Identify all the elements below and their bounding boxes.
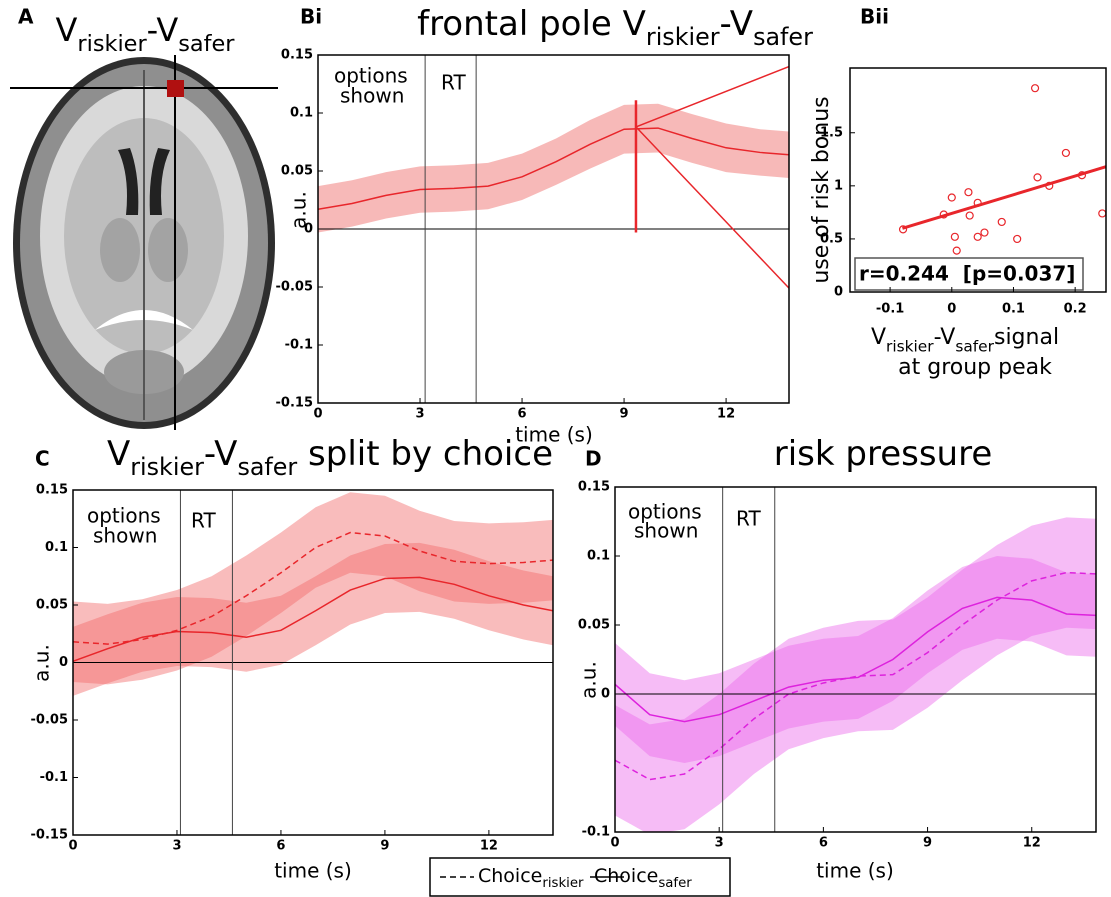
y-tick-label: 1	[834, 178, 843, 193]
y-tick-label: -0.1	[285, 338, 313, 353]
annotation: RT	[441, 71, 466, 95]
text-part: signal	[994, 325, 1059, 350]
subscript: riskier	[886, 337, 934, 355]
subscript: safer	[178, 31, 235, 57]
x-tick-label: 0	[313, 407, 322, 422]
text-part: V	[871, 325, 886, 350]
text-part: V	[56, 11, 78, 49]
y-tick-label: 0	[601, 687, 610, 702]
x-tick-label: 12	[480, 839, 498, 854]
x-tick-label: 6	[819, 836, 828, 851]
text-part: at group peak	[898, 355, 1052, 380]
subscript: riskier	[77, 31, 147, 57]
text-part: -V	[204, 434, 238, 474]
subscript: safer	[955, 337, 994, 355]
annotation: RT	[191, 509, 216, 533]
text-part: Choice	[478, 865, 542, 887]
x-tick-label: 6	[518, 407, 527, 422]
panel-label: Bii	[860, 5, 889, 29]
y-tick-label: 0.05	[578, 618, 610, 633]
text-part: risk pressure	[774, 434, 993, 474]
y-tick-label: -0.15	[31, 828, 68, 843]
y-tick-label: 0.15	[36, 483, 68, 498]
y-axis-label: a.u.	[30, 644, 54, 682]
y-tick-label: 0.1	[290, 106, 313, 121]
subscript: safer	[658, 876, 692, 891]
x-axis-label: at group peak	[898, 355, 1052, 380]
text-part: frontal pole V	[417, 4, 646, 44]
text-part: -V	[720, 4, 754, 44]
text-part: -V	[147, 11, 179, 49]
figure: AVriskier-VsaferBifrontal pole Vriskier-…	[0, 0, 1111, 897]
y-tick-label: -0.1	[40, 770, 68, 785]
x-axis-label: time (s)	[274, 859, 352, 883]
y-tick-label: 0	[59, 655, 68, 670]
x-tick-label: 6	[276, 839, 285, 854]
x-tick-label: 0	[947, 302, 956, 317]
y-tick-label: 0.05	[281, 164, 313, 179]
x-tick-label: 3	[715, 836, 724, 851]
subscript: riskier	[646, 22, 720, 50]
y-axis-label: a.u.	[577, 661, 601, 699]
x-tick-label: 0	[610, 836, 619, 851]
x-tick-label: 9	[380, 839, 389, 854]
stats-text: r=0.244 [p=0.037]	[859, 262, 1075, 286]
y-tick-label: 0	[834, 285, 843, 300]
x-tick-label: 3	[415, 407, 424, 422]
x-tick-label: -0.1	[876, 302, 904, 317]
x-tick-label: 12	[717, 407, 735, 422]
text-part: V	[107, 434, 130, 474]
x-tick-label: 9	[923, 836, 932, 851]
annotation: shown	[93, 524, 157, 548]
x-axis-label: time (s)	[816, 859, 894, 883]
y-tick-label: 0.15	[578, 480, 610, 495]
x-tick-label: 0.2	[1064, 302, 1087, 317]
annotation: RT	[736, 507, 761, 531]
y-tick-label: 0.05	[36, 598, 68, 613]
y-axis-label: a.u.	[287, 191, 311, 229]
y-tick-label: 0.15	[281, 48, 313, 63]
subscript: safer	[237, 452, 297, 480]
x-tick-label: 12	[1023, 836, 1041, 851]
subscript: safer	[753, 22, 813, 50]
x-tick-label: 0	[68, 839, 77, 854]
y-tick-label: 0.1	[45, 540, 68, 555]
subscript: riskier	[130, 452, 204, 480]
text-part: Choice	[594, 865, 658, 887]
y-tick-label: -0.1	[582, 825, 610, 840]
x-tick-label: 9	[620, 407, 629, 422]
chart-title: risk pressure	[774, 434, 993, 474]
panel-label: Bi	[300, 5, 322, 29]
y-tick-label: -0.05	[31, 713, 68, 728]
text-part: -V	[934, 325, 956, 350]
x-tick-label: 0.1	[1002, 302, 1025, 317]
y-tick-label: 0.1	[587, 549, 610, 564]
annotation: shown	[634, 519, 698, 543]
subscript: riskier	[542, 876, 584, 891]
panel-label: C	[35, 447, 50, 471]
x-tick-label: 3	[172, 839, 181, 854]
y-tick-label: -0.15	[276, 396, 313, 411]
panel-label: D	[585, 447, 602, 471]
panel-label: A	[18, 5, 34, 29]
annotation: shown	[340, 84, 404, 108]
y-tick-label: -0.05	[276, 280, 313, 295]
text-part: split by choice	[297, 434, 553, 474]
y-axis-label: use of risk bonus	[809, 96, 834, 283]
